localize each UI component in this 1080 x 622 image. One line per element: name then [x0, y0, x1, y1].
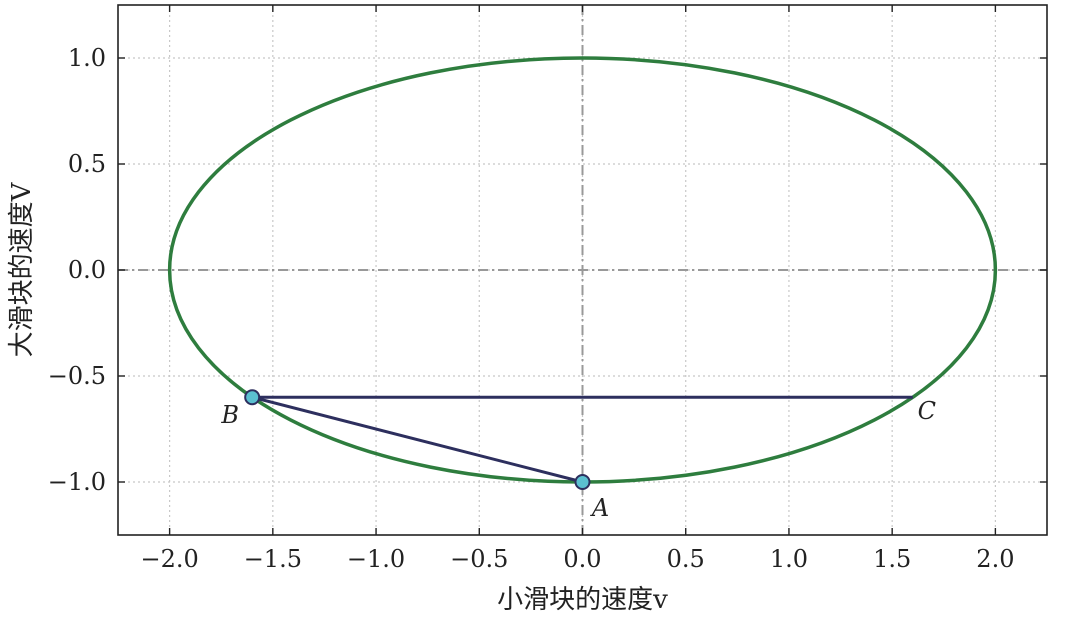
- point-label-b: B: [220, 401, 239, 429]
- point-marker-b: [244, 389, 261, 406]
- plot-area: A B C: [167, 56, 998, 522]
- ticks: −2.0 −1.5 −1.0 −0.5 0.0 0.5 1.0 1.5 2.0 −1.0 −0.5 0…: [48, 5, 1047, 573]
- y-tick-label: −1.0: [48, 468, 106, 496]
- point-marker-a: [574, 474, 591, 490]
- point-label-a: A: [590, 494, 609, 522]
- point-label-c: C: [918, 397, 936, 425]
- x-tick-label: −2.0: [140, 545, 198, 573]
- x-tick-label: −0.5: [450, 545, 508, 573]
- y-axis-label: 大滑块的速度V: [7, 181, 37, 357]
- x-axis-label: 小滑块的速度v: [497, 585, 668, 615]
- x-tick-label: −1.5: [244, 545, 302, 573]
- x-tick-label: 0.0: [563, 545, 601, 573]
- x-tick-label: 1.0: [770, 545, 808, 573]
- segment-line-1: [251, 395, 583, 484]
- y-tick-label: −0.5: [48, 362, 106, 390]
- y-tick-label: 1.0: [68, 44, 106, 72]
- x-tick-label: 0.5: [667, 545, 705, 573]
- x-tick-label: −1.0: [347, 545, 405, 573]
- zero-lines: [118, 5, 1047, 535]
- y-tick-label: 0.0: [68, 256, 106, 284]
- x-tick-label: 2.0: [976, 545, 1014, 573]
- y-tick-label: 0.5: [68, 150, 106, 178]
- x-tick-label: 1.5: [873, 545, 911, 573]
